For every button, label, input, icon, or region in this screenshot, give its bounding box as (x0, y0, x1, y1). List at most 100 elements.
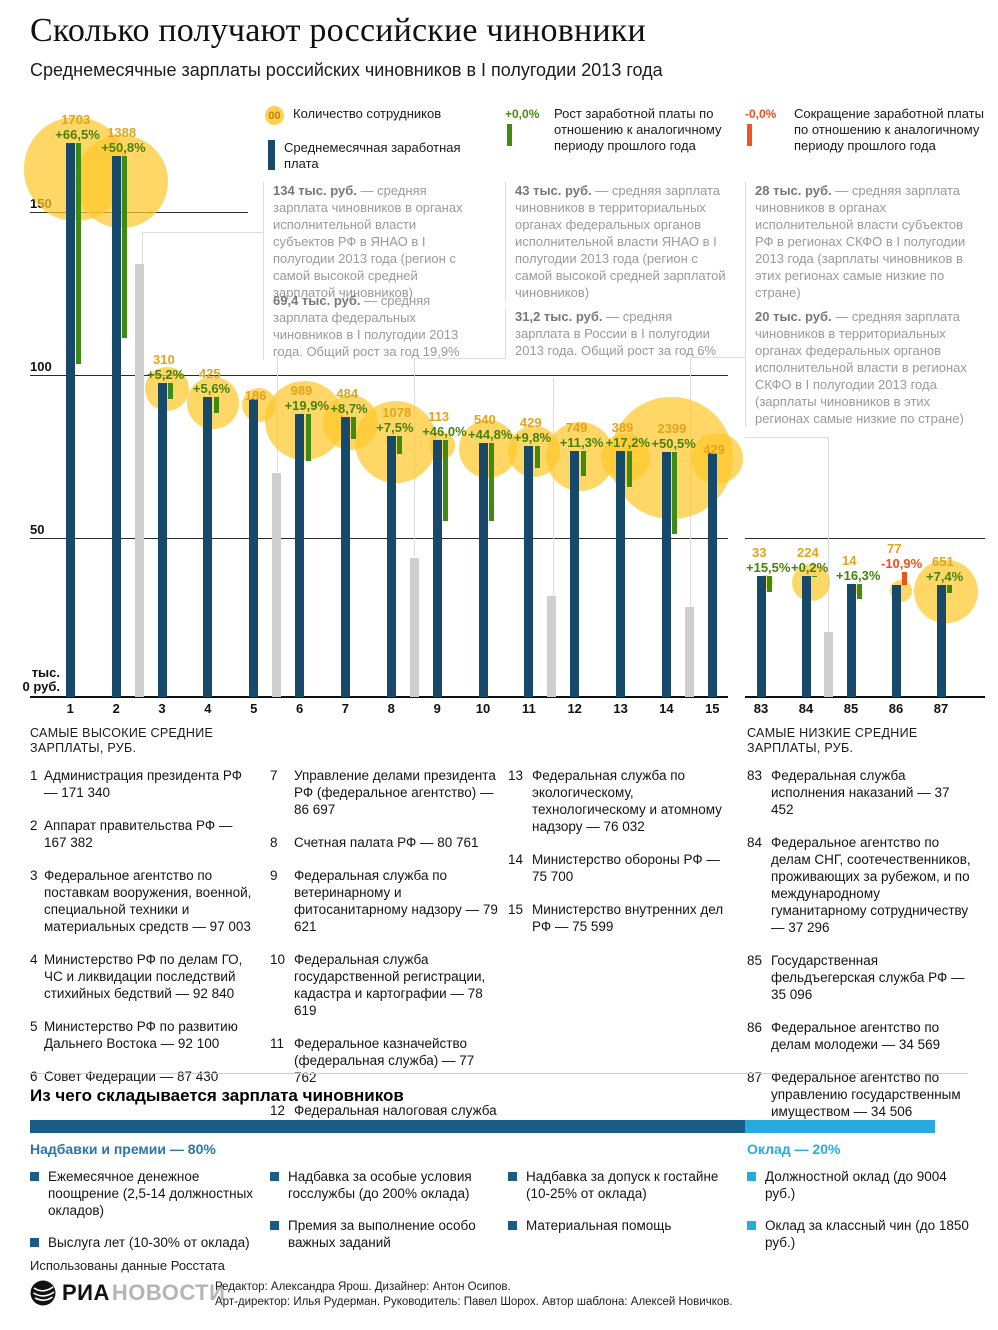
rank-number: 13 (508, 768, 524, 783)
x-tick-label: 14 (659, 701, 674, 716)
premium-item: Ежемесячное денежное поощрение (2,5-14 д… (48, 1169, 254, 1218)
annotation-28: 28 тыс. руб. — средняя зарплата чиновник… (745, 182, 983, 301)
leader-line (142, 232, 263, 233)
employee-count-label: 1078 (382, 404, 412, 420)
x-tick-label: 85 (843, 701, 859, 716)
rank-text: Федеральное казначейство (федеральная сл… (294, 1036, 475, 1085)
salary-bar (295, 414, 305, 697)
salary-strip-segment (745, 1120, 935, 1133)
employee-bubble-icon: 00 (265, 106, 284, 125)
employee-count-label: 14 (842, 552, 857, 568)
premium-items-col2: Надбавка за особые условия госслужбы (до… (270, 1168, 498, 1266)
employee-bubble (914, 559, 978, 624)
reference-bar (684, 606, 694, 697)
x-axis-right (745, 696, 985, 698)
leader-line (745, 300, 746, 357)
rank-text: Федеральная служба исполнения наказаний … (771, 768, 950, 817)
list-item: Ежемесячное денежное поощрение (2,5-14 д… (30, 1168, 255, 1219)
bar-labels: 2399 +50,5% (651, 421, 695, 451)
annotation-text: — средняя зарплата чиновников в органах … (755, 183, 966, 300)
gridline-50-left (30, 538, 728, 539)
x-tick-label: 5 (250, 701, 258, 716)
rank-text: Государственная фельдъегерская служба РФ… (771, 953, 965, 1002)
rank-list-item: 3 Федеральное агентство по поставкам воор… (30, 867, 258, 935)
globe-icon (30, 1280, 56, 1306)
rank-text: Федеральная служба по ветеринарному и фи… (294, 868, 498, 934)
rank-list-item: 83 Федеральная служба исполнения наказани… (747, 767, 975, 818)
rank-text: Министерство внутренних дел РФ — 75 599 (532, 902, 724, 934)
employee-count-label: 989 (290, 383, 313, 399)
x-tick-label: 9 (433, 701, 441, 716)
rank-list-item: 7 Управление делами президента РФ (федера… (270, 767, 500, 818)
gridline-100 (30, 375, 728, 376)
rank-list-item: 85 Государственная фельдъегерская служба … (747, 952, 975, 1003)
leader-line (690, 357, 746, 358)
y-axis-unit-label: тыс. 0 руб. (0, 666, 60, 694)
growth-percent-label: +7,5% (376, 419, 414, 435)
growth-percent-label: +9,8% (513, 429, 552, 445)
composition-strip (30, 1120, 935, 1133)
salary-bar (616, 451, 626, 697)
growth-bar (351, 416, 357, 440)
growth-bar (626, 451, 632, 488)
bullet-square-icon (508, 1172, 517, 1181)
rank-list-item: 13 Федеральная служба по экологическому, … (508, 767, 738, 835)
bar-labels: 224 +0,2% (791, 545, 828, 575)
growth-bar (857, 583, 862, 600)
salary-bar (340, 416, 350, 697)
bar-labels: 540 +44,8% (468, 412, 512, 442)
chart-area: 1703 +66,5% 1 1388 +50,8% 2 310 +5,2% 3 425 +5,6% 4… (23, 112, 978, 716)
premium-item: Надбавка за допуск к гостайне (10-25% от… (526, 1169, 719, 1201)
growth-percent-label: +16,3% (836, 567, 881, 583)
rank-list-item: 10 Федеральная служба государственной рег… (270, 951, 500, 1019)
rank-text: Совет Федерации — 87 430 (44, 1069, 219, 1084)
salary-bar (570, 450, 580, 697)
growth-bar (443, 439, 449, 521)
bar-labels: 651 +7,4% (926, 554, 963, 584)
growth-bar (767, 575, 772, 593)
leader-line (828, 437, 829, 632)
data-source-note: Использованы данные Росстата (30, 1258, 225, 1273)
list-item: Надбавка за особые условия госслужбы (до… (270, 1168, 498, 1202)
employee-count-label: 113 (428, 408, 450, 424)
employee-bubble (187, 377, 239, 429)
high-list-col3: 13 Федеральная служба по экологическому, … (508, 767, 738, 951)
rank-number: 5 (30, 1019, 38, 1034)
rank-list-item: 11 Федеральное казначейство (федеральная … (270, 1035, 500, 1086)
x-tick-label: 11 (522, 701, 536, 716)
legend-decline: -0,0% Сокращение заработной платы по отн… (745, 106, 994, 154)
bar-labels: 425 +5,6% (193, 366, 230, 396)
composition-heading: Из чего складывается зарплата чиновников (30, 1086, 404, 1105)
x-tick-label: 3 (158, 701, 166, 716)
employee-count-label: 651 (932, 554, 954, 570)
premium-strip-segment (30, 1120, 745, 1133)
premium-items-col3: Надбавка за допуск к гостайне (10-25% от… (508, 1168, 736, 1249)
brand-ria: РИА (62, 1280, 110, 1305)
growth-percent-label: +15,5% (746, 559, 791, 575)
rank-list-item: 9 Федеральная служба по ветеринарному и ф… (270, 867, 500, 935)
rank-text: Аппарат правительства РФ — 167 382 (44, 818, 233, 850)
x-tick-label: 4 (204, 701, 212, 716)
growth-bar (76, 143, 82, 365)
decline-bar (902, 571, 907, 586)
rank-list-item: 4 Министерство РФ по делам ГО, ЧС и ликви… (30, 951, 258, 1002)
list-item: Должностной оклад (до 9004 руб.) (747, 1168, 972, 1202)
growth-percent-label: +5,2% (147, 367, 185, 383)
annotation-value: 69,4 тыс. руб. (273, 293, 361, 308)
growth-bar (672, 452, 678, 535)
x-tick-label: 1 (66, 701, 74, 716)
employee-bubble (851, 584, 861, 595)
salary-bar (936, 585, 946, 697)
salary-bar (707, 452, 717, 697)
bar-labels: 1388 +50,8% (101, 125, 145, 155)
legend-employees-label: Количество сотрудников (293, 106, 442, 121)
high-list-title: САМЫЕ ВЫСОКИЕ СРЕДНИЕ ЗАРПЛАТЫ, РУБ. (30, 726, 214, 755)
reference-bar (547, 596, 557, 697)
annotation-text: — средняя зарплата федеральных чиновнико… (273, 293, 460, 359)
bullet-square-icon (747, 1221, 756, 1230)
list-item: Оклад за классный чин (до 1850 руб.) (747, 1217, 972, 1251)
growth-bar (305, 414, 311, 462)
employee-count-label: 429 (519, 414, 542, 430)
employee-count-label: 186 (244, 388, 267, 404)
rank-number: 83 (747, 768, 763, 783)
